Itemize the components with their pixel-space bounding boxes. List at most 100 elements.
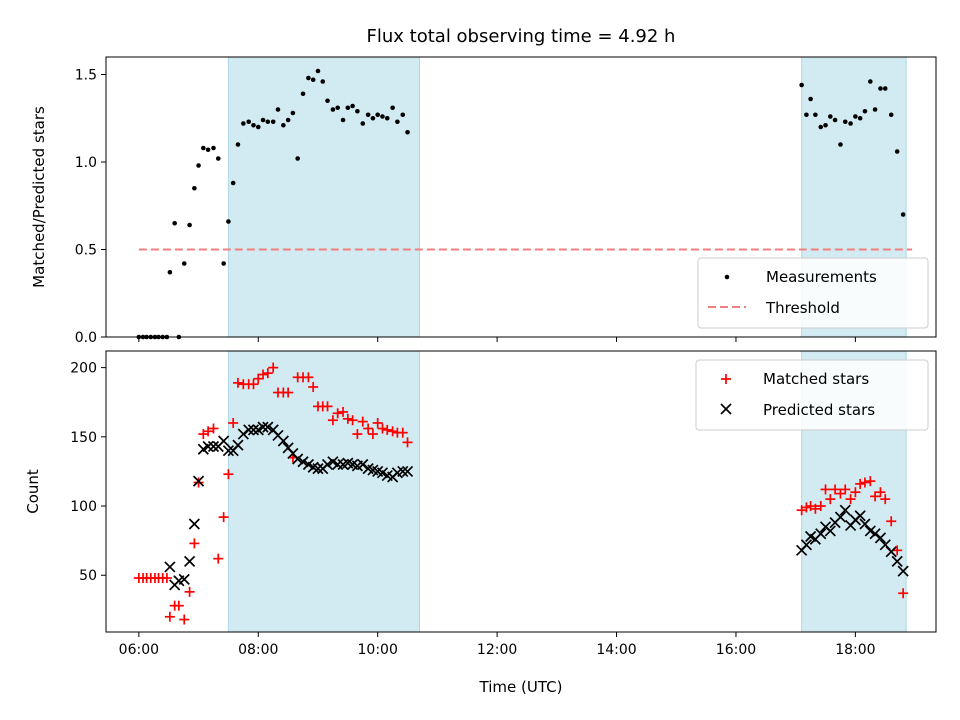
measurement-point-13	[192, 185, 197, 191]
chart-title: Flux total observing time = 4.92 h	[367, 26, 676, 47]
predicted-point-57	[834, 511, 847, 523]
bottom-shaded-region-0	[227, 350, 420, 633]
measurement-point-28	[265, 119, 271, 125]
predicted-point-14	[232, 439, 244, 451]
matched-point-32	[283, 387, 294, 398]
matched-point-51	[377, 423, 388, 434]
matched-point-76	[892, 545, 903, 556]
measurement-point-59	[808, 96, 813, 102]
matched-point-72	[870, 491, 881, 502]
matched-point-53	[387, 426, 398, 437]
predicted-point-11	[218, 435, 230, 447]
matched-point-22	[232, 377, 243, 388]
measurement-point-9	[172, 220, 177, 226]
predicted-point-5	[188, 518, 200, 530]
measurement-point-72	[872, 107, 878, 112]
predicted-point-64	[869, 528, 881, 540]
matched-point-8	[164, 611, 175, 622]
measurement-point-19	[221, 261, 226, 266]
matched-point-25	[248, 379, 259, 390]
top-legend-box	[697, 257, 929, 329]
predicted-point-15	[237, 428, 249, 440]
measurement-point-27	[260, 117, 266, 123]
bottom-y-axis-label: Count	[24, 469, 42, 514]
matched-point-40	[322, 401, 333, 412]
measurement-point-54	[395, 119, 400, 125]
measurement-point-8	[167, 269, 173, 275]
predicted-point-61	[854, 510, 866, 522]
measurement-point-24	[246, 119, 252, 125]
top-y-ticks: 0.0 0.5 1.0 1.5	[75, 68, 106, 346]
legend-predicted-marker	[720, 403, 732, 415]
matched-point-16	[203, 426, 214, 437]
measurement-point-22	[235, 142, 241, 147]
measurement-point-11	[181, 261, 187, 266]
matched-point-47	[357, 416, 368, 427]
predicted-point-67	[885, 546, 897, 558]
measurement-point-60	[813, 112, 818, 118]
matched-point-42	[332, 408, 343, 419]
matched-point-45	[347, 415, 358, 426]
legend-measurements-label: Measurements	[766, 268, 877, 286]
measurement-point-58	[804, 112, 809, 118]
matched-point-44	[342, 413, 353, 424]
matched-point-17	[208, 423, 219, 434]
matched-point-55	[397, 427, 408, 438]
matched-point-37	[308, 381, 319, 392]
measurement-point-66	[842, 119, 848, 125]
matched-point-74	[880, 494, 891, 505]
matched-point-69	[855, 478, 866, 489]
predicted-point-19	[257, 421, 269, 433]
predicted-point-47	[397, 465, 409, 478]
measurement-point-55	[400, 112, 406, 118]
matched-point-70	[859, 477, 870, 488]
predicted-point-17	[247, 424, 260, 436]
measurement-point-68	[853, 114, 858, 119]
matched-point-7	[161, 573, 172, 584]
matched-point-63	[825, 494, 836, 505]
measurement-point-69	[857, 115, 863, 121]
measurement-point-17	[211, 145, 216, 151]
matched-point-48	[363, 423, 374, 434]
top-panel: 0.0 0.5 1.0 1.5 Matched/Predicted stars Mea…	[30, 56, 937, 346]
measurement-point-25	[251, 122, 256, 128]
matched-point-66	[840, 484, 851, 495]
matched-point-77	[898, 588, 909, 599]
predicted-point-39	[357, 458, 369, 471]
legend-measurements-dot	[724, 274, 730, 280]
measurement-point-42	[335, 105, 340, 111]
bottom-y-tick-label-2: 150	[70, 430, 97, 446]
predicted-point-3	[178, 573, 190, 586]
bottom-axes-frame	[105, 350, 937, 633]
matched-point-62	[820, 484, 831, 495]
measurement-point-23	[241, 121, 246, 126]
matched-point-36	[303, 372, 314, 383]
top-y-tick-label-2: 1.0	[75, 155, 97, 171]
x-tick-label-2: 10:00	[358, 642, 398, 658]
predicted-point-20	[262, 421, 274, 433]
measurement-point-74	[882, 86, 888, 91]
measurement-point-21	[230, 180, 236, 186]
measurement-point-33	[290, 110, 296, 116]
predicted-point-27	[297, 456, 309, 468]
matched-point-49	[367, 429, 378, 440]
predicted-point-62	[859, 518, 871, 530]
matched-point-10	[173, 600, 184, 611]
measurement-point-63	[828, 114, 833, 119]
matched-point-27	[258, 369, 269, 380]
matched-point-52	[382, 424, 393, 435]
measurement-point-16	[205, 147, 211, 153]
legend-predicted-x	[720, 403, 732, 415]
top-y-tick-label-1: 0.5	[75, 243, 97, 259]
measurement-point-30	[275, 107, 281, 112]
bottom-legend-box	[695, 359, 929, 431]
matched-point-61	[815, 501, 826, 512]
measurement-point-39	[320, 79, 326, 84]
measurement-point-32	[285, 117, 291, 123]
predicted-point-6	[192, 475, 205, 487]
measurement-point-48	[365, 112, 371, 118]
predicted-point-55	[824, 525, 836, 537]
matched-point-18	[213, 553, 224, 564]
measurement-point-34	[295, 156, 300, 161]
measurement-point-43	[340, 117, 346, 123]
